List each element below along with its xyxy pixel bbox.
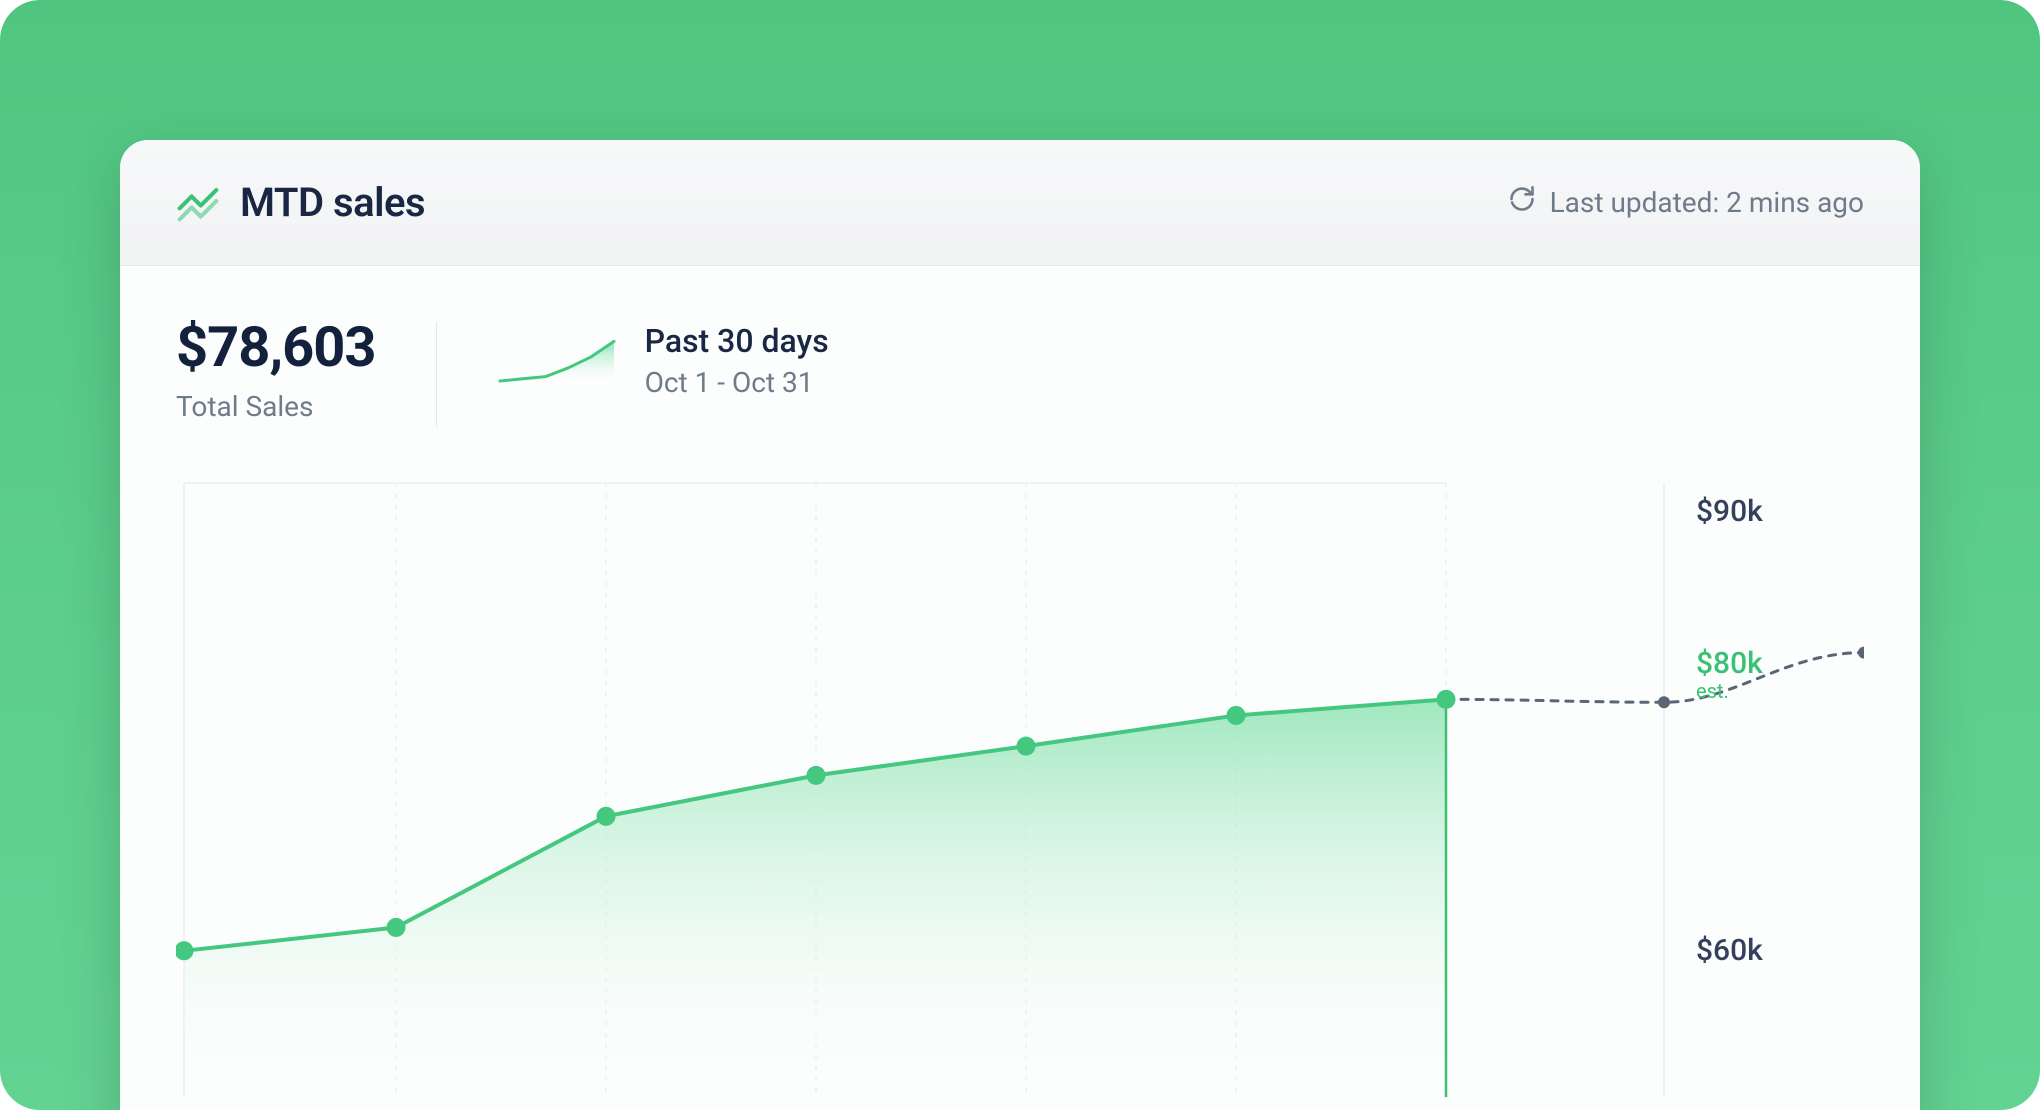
vertical-divider xyxy=(436,322,437,427)
y-axis-label: $90k xyxy=(1696,494,1763,529)
chart-area: $90k $80kest. $60k xyxy=(176,477,1864,1101)
trend-line-icon xyxy=(176,179,220,227)
total-sales-label: Total Sales xyxy=(176,390,376,423)
card-header: MTD sales Last updated: 2 mins ago xyxy=(120,140,1920,266)
card-title: MTD sales xyxy=(240,179,425,226)
sales-card: MTD sales Last updated: 2 mins ago $78,6… xyxy=(120,140,1920,1110)
period-title: Past 30 days xyxy=(645,322,829,360)
header-left: MTD sales xyxy=(176,179,425,227)
sparkline-icon xyxy=(497,334,617,388)
y-axis-label: $80kest. xyxy=(1696,646,1763,701)
y-axis-label: $60k xyxy=(1696,933,1763,968)
period-text: Past 30 days Oct 1 - Oct 31 xyxy=(645,322,829,399)
period-range: Oct 1 - Oct 31 xyxy=(645,366,829,399)
sales-chart xyxy=(176,477,1864,1097)
total-sales-block: $78,603 Total Sales xyxy=(176,314,376,423)
metrics-row: $78,603 Total Sales Past 30 days Oct 1 -… xyxy=(120,266,1920,457)
outer-frame: MTD sales Last updated: 2 mins ago $78,6… xyxy=(0,0,2040,1110)
last-updated-label: Last updated: 2 mins ago xyxy=(1550,186,1864,219)
y-axis-label-sub: est. xyxy=(1696,681,1763,701)
header-right: Last updated: 2 mins ago xyxy=(1508,185,1864,220)
total-sales-value: $78,603 xyxy=(176,314,376,380)
period-block: Past 30 days Oct 1 - Oct 31 xyxy=(497,322,829,399)
refresh-icon[interactable] xyxy=(1508,185,1536,220)
